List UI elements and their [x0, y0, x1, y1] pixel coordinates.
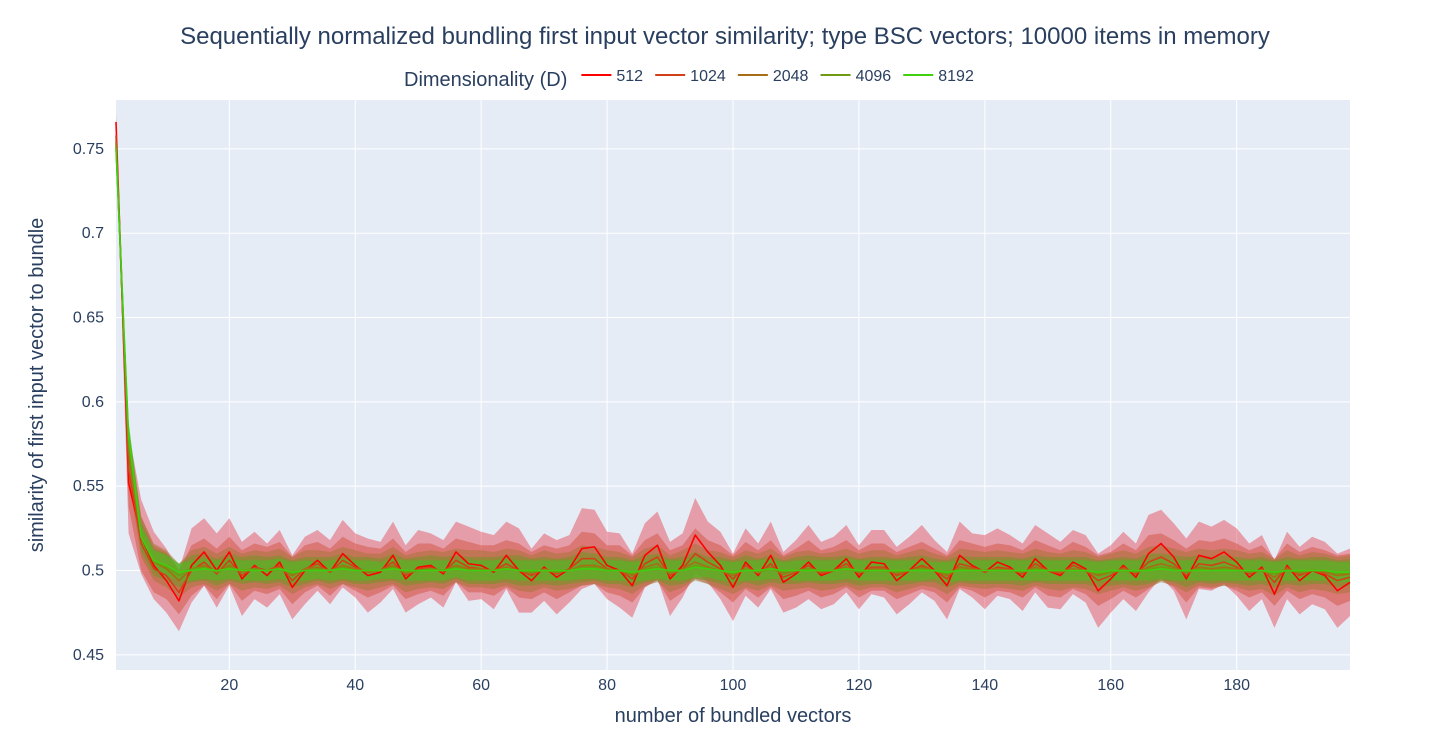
x-tick-label: 140: [971, 677, 998, 694]
legend: Dimensionality (D) 512 1024 2048 4096 8192: [404, 68, 974, 91]
series-lines: [115, 121, 1351, 602]
legend-item-8192[interactable]: 8192: [903, 68, 974, 85]
series-line-2048: [115, 142, 1351, 582]
x-tick-label: 80: [598, 677, 616, 694]
x-tick-label: 20: [220, 677, 238, 694]
legend-item-2048[interactable]: 2048: [737, 68, 809, 85]
legend-label: 1024: [690, 68, 726, 85]
confidence-bands: [116, 113, 1350, 632]
x-tick-label: 120: [846, 677, 873, 694]
legend-item-1024[interactable]: 1024: [655, 68, 726, 85]
x-tick-label: 160: [1097, 677, 1124, 694]
y-tick-label: 0.75: [73, 141, 104, 158]
y-tick-label: 0.45: [73, 647, 104, 664]
series-line-512: [115, 121, 1351, 602]
series-line-1024: [115, 135, 1351, 594]
series-line-8192: [115, 148, 1350, 573]
legend-label: 4096: [856, 68, 892, 85]
y-axis-ticks: 0.45 0.5 0.55 0.6 0.65 0.7 0.75: [73, 141, 104, 664]
x-axis-title: number of bundled vectors: [615, 705, 852, 727]
x-axis-ticks: 20 40 60 80 100 120 140 160 180: [220, 677, 1250, 694]
x-tick-label: 100: [720, 677, 747, 694]
series-band-2048: [116, 137, 1350, 598]
chart-title: Sequentially normalized bundling first i…: [180, 23, 1270, 50]
y-tick-label: 0.65: [73, 310, 104, 327]
legend-label: 512: [616, 68, 643, 85]
y-axis-title: similarity of first input vector to bund…: [26, 218, 48, 553]
y-tick-label: 0.6: [82, 394, 104, 411]
x-tick-label: 60: [472, 677, 490, 694]
x-tick-label: 180: [1223, 677, 1250, 694]
legend-item-512[interactable]: 512: [581, 68, 643, 85]
y-tick-label: 0.5: [82, 563, 104, 580]
x-tick-label: 40: [346, 677, 364, 694]
legend-title: Dimensionality (D): [404, 69, 567, 91]
y-tick-label: 0.7: [82, 225, 104, 242]
legend-label: 2048: [773, 68, 809, 85]
legend-label: 8192: [938, 68, 974, 85]
y-tick-label: 0.55: [73, 478, 104, 495]
legend-item-4096[interactable]: 4096: [820, 68, 892, 85]
